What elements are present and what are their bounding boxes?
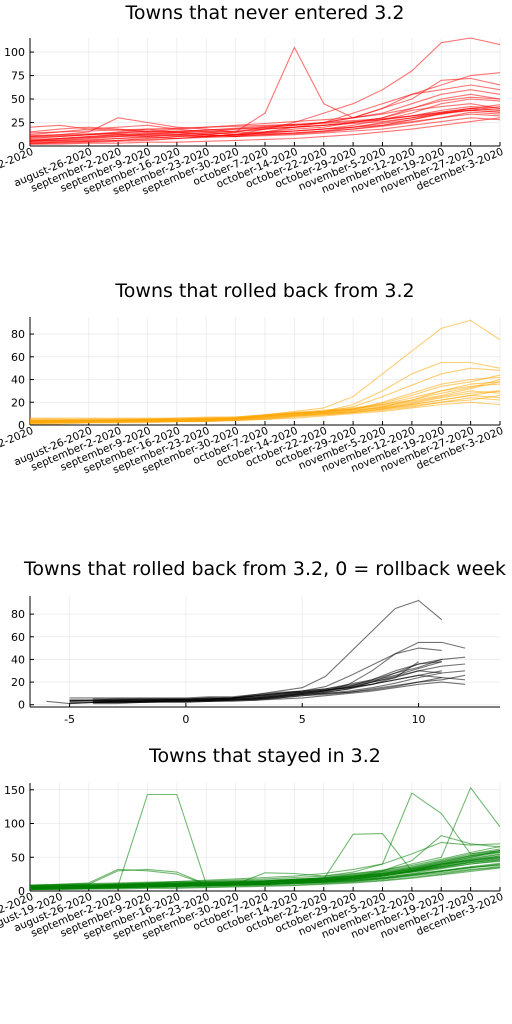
- series-group: [30, 787, 500, 891]
- series-line: [30, 117, 500, 144]
- grid: [29, 317, 501, 426]
- series-line: [30, 113, 500, 140]
- chart-title: Towns that never entered 3.2: [125, 2, 405, 24]
- y-tick-label: 0: [18, 699, 25, 712]
- y-tick-label: 75: [11, 70, 25, 83]
- series-line: [30, 381, 500, 419]
- series-line: [30, 394, 500, 424]
- x-tick-label: 0: [182, 713, 189, 726]
- y-tick-label: 80: [11, 608, 25, 621]
- y-tick-label: 60: [11, 351, 25, 364]
- series-line: [30, 117, 500, 145]
- series-group: [46, 599, 466, 705]
- series-line: [30, 390, 500, 422]
- grid: [30, 596, 500, 707]
- series-line: [30, 857, 500, 889]
- series-line: [92, 681, 466, 705]
- series-line: [30, 104, 500, 134]
- chart-stayed: Towns that stayed in 3.2050100150august-…: [0, 745, 505, 942]
- series-line: [30, 841, 500, 887]
- x-tick-label: -5: [64, 713, 75, 726]
- chart-title: Towns that rolled back from 3.2: [114, 280, 414, 302]
- series-group: [30, 319, 500, 425]
- series-line: [30, 401, 500, 425]
- series-line: [30, 851, 500, 887]
- y-tick-label: 150: [4, 784, 25, 797]
- series-line: [30, 111, 500, 141]
- y-tick-label: 20: [11, 676, 25, 689]
- grid: [29, 783, 501, 892]
- y-tick-label: 0: [18, 140, 25, 153]
- chart-rolled: Towns that rolled back from 3.2 0 20 40 60 80…: [0, 280, 505, 476]
- y-tick-label: 0: [18, 885, 25, 898]
- x-tick-label: 10: [412, 713, 426, 726]
- x-tick-label: 5: [299, 713, 306, 726]
- y-tick-label: 40: [11, 653, 25, 666]
- y-tick-label: 80: [11, 328, 25, 341]
- y-tick-label: 0: [18, 419, 25, 432]
- series-line: [30, 107, 500, 138]
- y-tick-label: 100: [4, 818, 25, 831]
- series-line: [30, 864, 500, 890]
- series-line: [69, 670, 442, 701]
- series-line: [69, 599, 443, 702]
- y-tick-label: 100: [4, 46, 25, 59]
- y-tick-label: 40: [11, 374, 25, 387]
- series-group: [30, 37, 500, 145]
- series-line: [30, 109, 500, 137]
- chart-rollback_week: Towns that rolled back from 3.2, 0 = rol…: [11, 558, 506, 726]
- series-line: [30, 866, 500, 891]
- y-tick-label: 50: [11, 93, 25, 106]
- series-line: [69, 661, 442, 699]
- series-line: [30, 848, 500, 887]
- chart-never: Towns that never entered 3.20255075100au…: [0, 2, 505, 197]
- y-tick-label: 50: [11, 851, 25, 864]
- y-tick-label: 60: [11, 631, 25, 644]
- series-line: [30, 851, 500, 887]
- y-tick-label: 25: [11, 117, 25, 130]
- series-line: [30, 845, 500, 886]
- chart-title: Towns that stayed in 3.2: [148, 745, 381, 767]
- series-line: [46, 661, 419, 705]
- chart-title: Towns that rolled back from 3.2, 0 = rol…: [23, 558, 506, 580]
- y-tick-label: 20: [11, 396, 25, 409]
